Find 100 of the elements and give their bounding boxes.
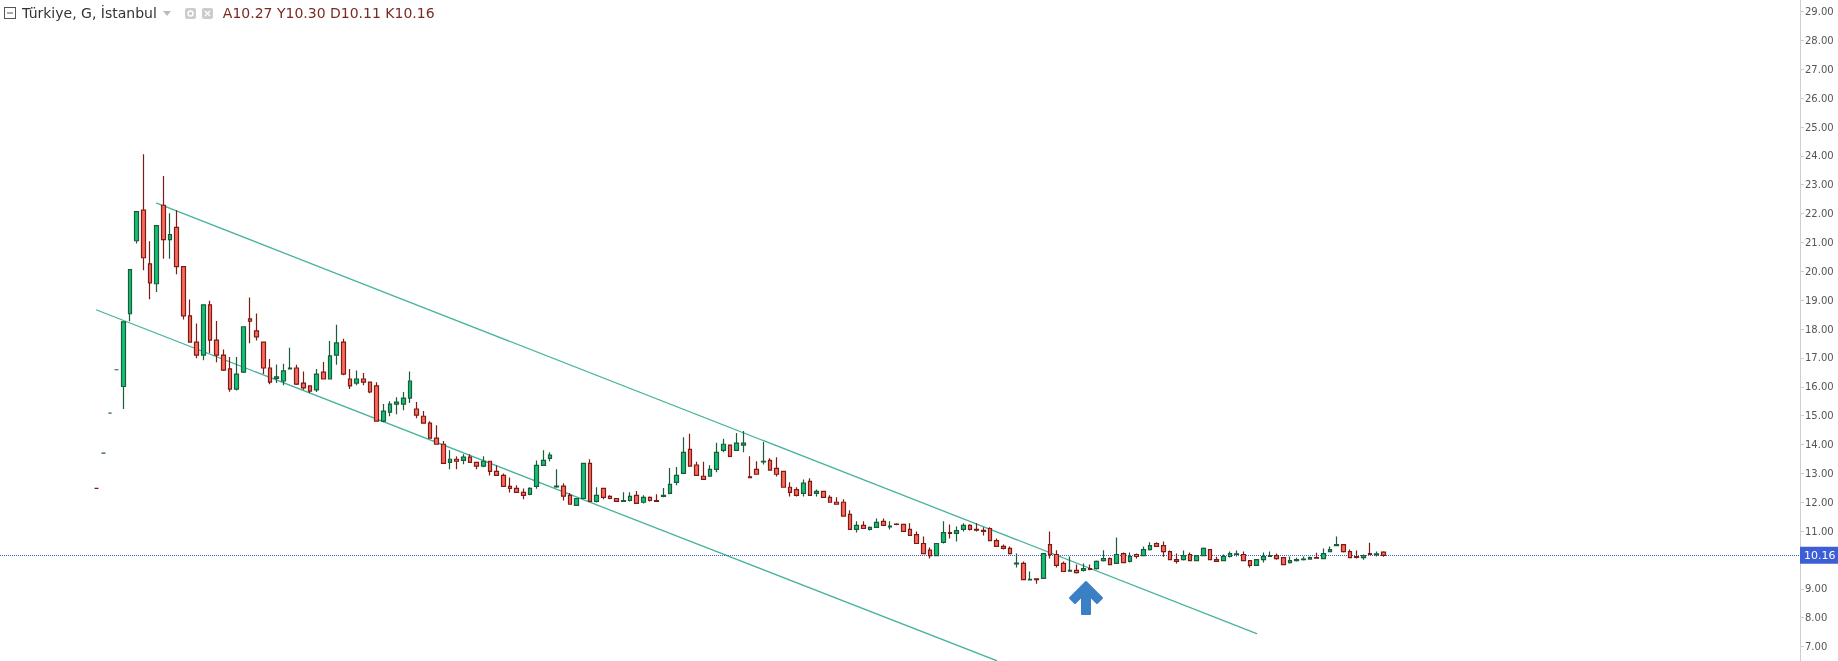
candlestick — [627, 491, 633, 502]
candlestick — [780, 470, 787, 488]
candlestick — [1280, 557, 1287, 566]
candlestick — [320, 361, 327, 380]
candlestick — [947, 523, 953, 540]
candlestick — [1240, 551, 1247, 562]
candlestick — [1073, 563, 1080, 575]
candlestick — [827, 494, 833, 503]
candlestick — [313, 368, 320, 393]
candlestick — [580, 462, 587, 500]
candlestick — [787, 481, 793, 498]
candlestick — [1247, 559, 1253, 569]
candlestick — [1327, 545, 1333, 553]
candlestick — [687, 433, 693, 467]
candlestick — [147, 240, 153, 300]
y-tick-label: 24.00 — [1805, 150, 1834, 162]
candlestick — [153, 225, 160, 293]
candlestick — [487, 460, 493, 476]
candlestick — [880, 517, 887, 526]
candlestick — [1227, 551, 1233, 558]
chart-title: Türkiye, G, İstanbul — [22, 5, 157, 21]
candlestick — [1340, 544, 1347, 554]
candlestick — [447, 449, 453, 470]
candlestick — [1300, 555, 1307, 562]
candlestick — [333, 324, 340, 366]
candlestick — [1093, 559, 1100, 571]
candlestick — [307, 385, 313, 394]
y-tick-label: 23.00 — [1805, 179, 1834, 191]
candlestick — [1187, 551, 1193, 562]
candlestick — [1193, 555, 1200, 562]
candlestick — [1033, 578, 1040, 585]
candlestick — [613, 497, 620, 502]
candlestick — [387, 400, 393, 417]
ref-line-label: 10.16 — [1804, 548, 1836, 562]
candlestick — [987, 526, 993, 542]
candlestick — [327, 340, 333, 380]
candlestick — [160, 175, 167, 260]
candlestick — [247, 296, 253, 344]
candlestick — [680, 436, 687, 474]
candlestick — [140, 153, 147, 271]
candlestick — [1373, 551, 1380, 558]
candlestick — [1253, 559, 1260, 567]
candlestick — [640, 494, 647, 504]
candlestick — [460, 453, 467, 465]
candlestick — [887, 520, 893, 530]
candlestick — [393, 396, 400, 415]
y-tick-label: 27.00 — [1805, 63, 1834, 75]
candlestick — [573, 497, 580, 507]
candlestick — [480, 455, 487, 468]
candlestick — [1013, 553, 1020, 569]
candlestick — [547, 451, 553, 462]
candlestick — [133, 210, 140, 245]
candlestick — [753, 460, 760, 475]
candlestick — [927, 546, 933, 560]
candlestick — [660, 487, 667, 498]
candlestick — [713, 442, 720, 473]
candlestick — [773, 456, 780, 478]
candlestick — [593, 486, 600, 504]
y-tick-label: 21.00 — [1805, 236, 1834, 248]
y-tick-label: 12.00 — [1805, 496, 1834, 508]
y-tick-label: 22.00 — [1805, 208, 1834, 220]
candlestick — [300, 370, 307, 391]
candlestick — [1047, 530, 1053, 560]
candlestick — [1147, 541, 1153, 552]
y-tick-label: 8.00 — [1805, 612, 1828, 624]
candlestick — [960, 522, 967, 532]
candlestick — [700, 461, 707, 481]
candlestick — [267, 358, 273, 385]
candlestick — [1027, 570, 1033, 581]
candlestick — [693, 461, 700, 476]
candlestick — [1113, 536, 1120, 565]
candlestick — [620, 491, 627, 502]
candlestick — [1100, 549, 1107, 563]
candlestick — [540, 449, 547, 466]
chart-subtitle: A10.27 Y10.30 D10.11 K10.16 — [222, 5, 435, 21]
candlestick — [433, 424, 440, 445]
candlestick — [607, 494, 613, 500]
candlestick — [1153, 541, 1160, 548]
candlestick — [1127, 551, 1133, 564]
candlestick — [633, 490, 640, 504]
candlestick — [1287, 555, 1293, 565]
candlestick — [1320, 547, 1327, 560]
candlestick — [820, 490, 827, 498]
candlestick — [407, 370, 413, 404]
candlestick — [1273, 553, 1280, 561]
candlestick — [553, 468, 560, 489]
candlestick — [1380, 550, 1387, 558]
candlestick — [440, 440, 447, 464]
candlestick — [1233, 549, 1240, 558]
candlestick — [400, 391, 407, 411]
candlestick — [533, 459, 540, 490]
candlestick — [473, 461, 480, 470]
candlestick — [520, 487, 527, 500]
candlestick — [560, 482, 567, 502]
candlestick — [1207, 548, 1213, 561]
y-tick-label: 20.00 — [1805, 265, 1834, 277]
candlestick — [900, 523, 907, 532]
candlestick — [733, 432, 740, 451]
candlestick — [727, 444, 733, 458]
candlestick — [1167, 549, 1173, 561]
